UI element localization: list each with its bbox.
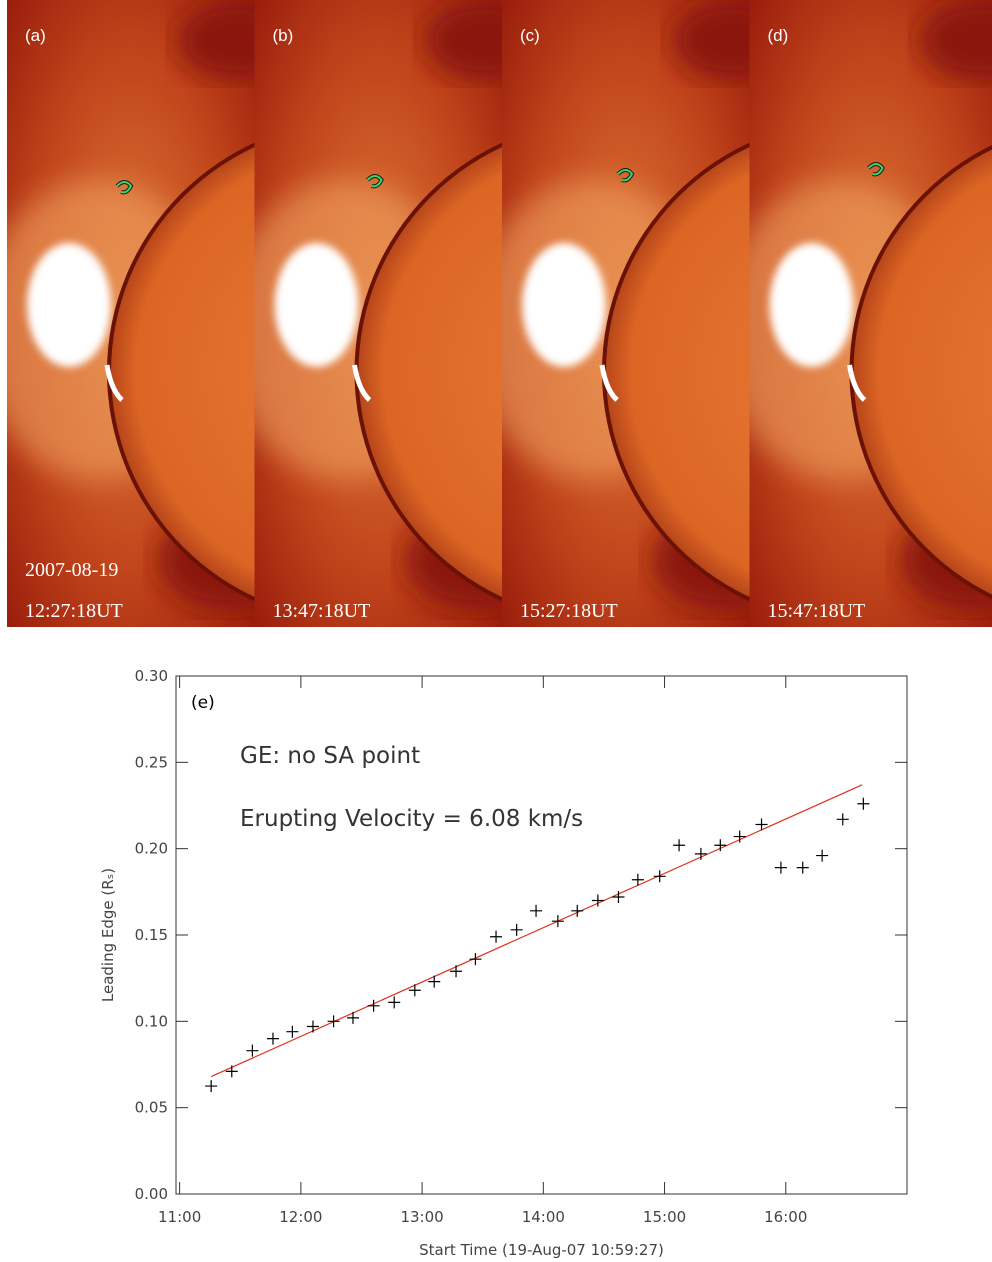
panel-label: (b) (273, 26, 294, 45)
x-tick-label: 13:00 (400, 1208, 443, 1226)
image-panel (720, 0, 992, 627)
x-tick-label: 15:00 (643, 1208, 686, 1226)
data-point (307, 1021, 319, 1033)
page: (a) 12:27:18UT (b) 13:47:18UT (c) 15:27:18UT (… (0, 0, 992, 1262)
y-axis-title: Leading Edge (Rₛ) (99, 868, 117, 1002)
data-point (409, 984, 421, 996)
data-point (797, 862, 809, 874)
y-tick-label: 0.25 (135, 753, 168, 771)
chart: 0.00 0.05 0.10 0.15 0.20 0.25 0.30 11:00 12:00 13… (0, 628, 992, 1262)
y-tick-label: 0.20 (135, 840, 168, 858)
bright-blob (522, 243, 606, 367)
image-date: 2007-08-19 (25, 559, 118, 581)
y-tick-label: 0.15 (135, 926, 168, 944)
data-point (837, 813, 849, 825)
data-point (286, 1026, 298, 1038)
panel-time: 15:47:18UT (768, 600, 866, 622)
panel-time: 15:27:18UT (520, 600, 618, 622)
data-point (388, 996, 400, 1008)
image-panels: (a) 12:27:18UT (b) 13:47:18UT (c) 15:27:18UT (… (0, 0, 992, 628)
panel-label: (c) (520, 26, 540, 45)
annotation: GE: no SA point (240, 743, 420, 769)
data-point (552, 915, 564, 927)
panel-time: 12:27:18UT (25, 600, 123, 622)
data-point (428, 976, 440, 988)
data-point (246, 1045, 258, 1057)
y-tick-label: 0.30 (135, 667, 168, 685)
data-point (450, 965, 462, 977)
y-tick-label: 0.10 (135, 1012, 168, 1030)
bright-blob (770, 243, 854, 367)
panel-label: (e) (191, 693, 215, 713)
x-axis-title: Start Time (19-Aug-07 10:59:27) (419, 1241, 664, 1259)
x-tick-label: 12:00 (279, 1208, 322, 1226)
data-point (714, 839, 726, 851)
data-point (571, 905, 583, 917)
data-point (267, 1033, 279, 1045)
data-point (775, 862, 787, 874)
data-point (654, 870, 666, 882)
data-point (673, 839, 685, 851)
data-point (490, 931, 502, 943)
data-point (511, 924, 523, 936)
y-tick-label: 0.00 (135, 1185, 168, 1203)
bright-blob (275, 243, 359, 367)
data-point (205, 1080, 217, 1092)
panel-time: 13:47:18UT (273, 600, 371, 622)
panel-label: (a) (25, 26, 46, 45)
x-tick-label: 11:00 (158, 1208, 201, 1226)
annotation: Erupting Velocity = 6.08 km/s (240, 806, 583, 832)
data-point (530, 905, 542, 917)
x-tick-label: 16:00 (764, 1208, 807, 1226)
data-point (328, 1015, 340, 1027)
data-point (734, 831, 746, 843)
y-tick-label: 0.05 (135, 1099, 168, 1117)
data-point (816, 850, 828, 862)
bright-blob (27, 243, 111, 367)
data-point (857, 798, 869, 810)
data-point (695, 848, 707, 860)
x-tick-label: 14:00 (522, 1208, 565, 1226)
data-point (347, 1012, 359, 1024)
data-point (469, 953, 481, 965)
panel-label: (d) (768, 26, 789, 45)
data-point (756, 818, 768, 830)
data-point (612, 891, 624, 903)
data-point (226, 1065, 238, 1077)
